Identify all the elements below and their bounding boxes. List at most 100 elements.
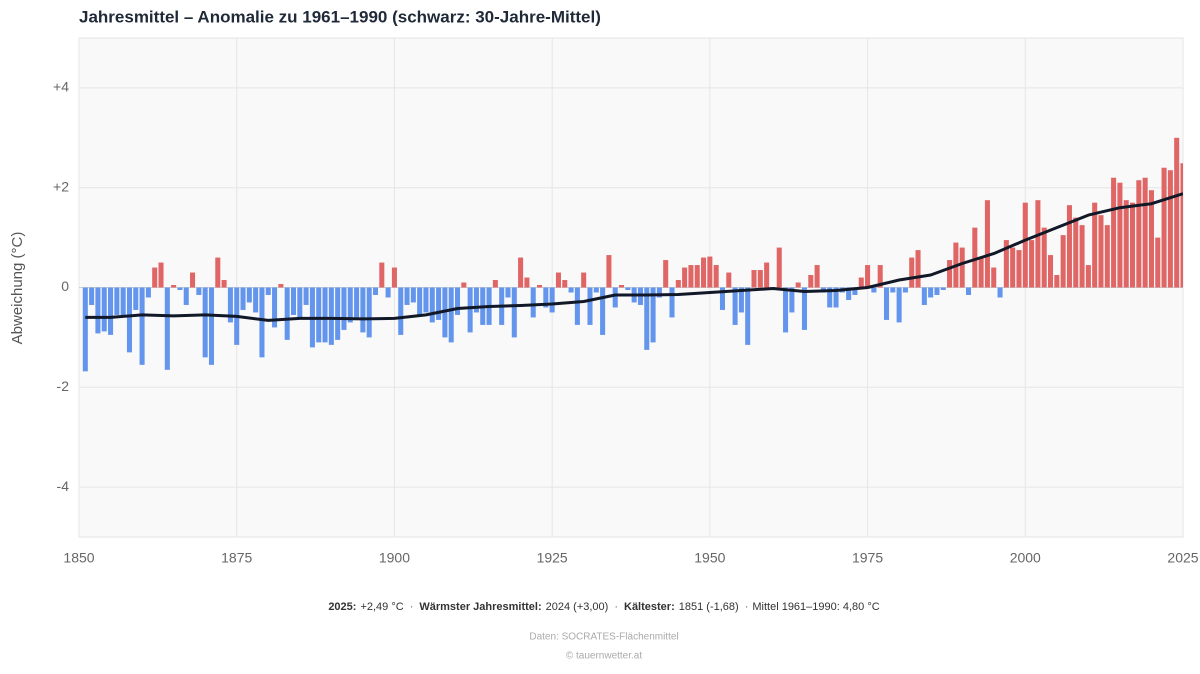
bar (278, 284, 284, 288)
bar (764, 262, 770, 288)
bar (890, 287, 896, 293)
x-tick-label: 2025 (1167, 550, 1198, 566)
bar (114, 287, 120, 315)
chart-title: Jahresmittel – Anomalie zu 1961–1990 (sc… (79, 7, 601, 26)
plot (82, 137, 1183, 372)
bar (518, 257, 524, 288)
footer-label: Wärmster Jahresmittel: (419, 601, 541, 613)
bar (682, 267, 688, 288)
bar (505, 287, 511, 298)
bar (164, 287, 170, 370)
bar (139, 287, 145, 365)
bar (95, 287, 101, 334)
bar (606, 255, 612, 288)
bar (379, 262, 385, 288)
bar (511, 287, 517, 338)
bar (227, 287, 233, 323)
bar (726, 272, 732, 288)
bar (404, 287, 410, 305)
x-tick-label: 1975 (852, 550, 883, 566)
bar (448, 287, 454, 343)
bar (372, 287, 379, 295)
separator: · (614, 601, 618, 613)
bar (108, 287, 114, 335)
y-axis-label: Abweichung (°C) (9, 232, 26, 345)
bar (1085, 265, 1091, 288)
x-tick-label: 1950 (694, 550, 725, 566)
bar (366, 287, 372, 338)
footer-label: Kältester: (624, 601, 675, 613)
bar (972, 227, 978, 288)
bar (1073, 217, 1079, 288)
bar (524, 277, 530, 288)
bar (795, 282, 801, 288)
bar (650, 287, 656, 343)
bar (341, 287, 347, 330)
bar (745, 287, 751, 345)
bar (1035, 200, 1041, 288)
bar (600, 287, 606, 335)
bar (1123, 200, 1129, 288)
bar (688, 265, 694, 288)
bar (1142, 177, 1148, 288)
bar (537, 285, 543, 288)
bar (581, 272, 587, 288)
x-tick-label: 1900 (379, 550, 410, 566)
bar (1010, 247, 1016, 288)
bar (789, 287, 795, 313)
footer-value: 2024 (+3,00) (546, 601, 609, 613)
bar (436, 287, 442, 320)
bar (555, 272, 561, 288)
bar (272, 287, 278, 328)
bar (417, 287, 423, 315)
bar (391, 267, 397, 288)
bar (290, 287, 297, 315)
bar (701, 257, 707, 288)
x-tick-label: 1875 (221, 550, 252, 566)
bar (461, 282, 467, 288)
bar (776, 247, 782, 288)
bar (1167, 170, 1173, 288)
bar (959, 247, 965, 288)
bar (619, 285, 625, 288)
bar (858, 277, 864, 288)
footer-label: 2025: (328, 601, 356, 613)
bar (1066, 205, 1072, 288)
bar (1174, 137, 1180, 288)
bar (915, 250, 921, 288)
bar (190, 272, 196, 288)
bar (1104, 225, 1110, 288)
bar (221, 280, 227, 288)
bar (644, 287, 650, 350)
bar (158, 262, 164, 288)
bar (663, 260, 669, 288)
bar (215, 257, 221, 288)
bar (303, 287, 309, 305)
x-tick-label: 1850 (63, 550, 94, 566)
footer-value: 1851 (-1,68) (679, 601, 739, 613)
bar (656, 287, 662, 298)
bar (183, 287, 189, 305)
bar (473, 287, 479, 313)
bar (909, 257, 915, 288)
bar (265, 287, 271, 295)
bar (694, 265, 700, 288)
bar (883, 287, 890, 320)
bar (1022, 202, 1028, 288)
bar (1130, 202, 1136, 288)
bar (549, 287, 555, 313)
bar (707, 256, 713, 288)
bar (492, 280, 498, 288)
bar (316, 287, 322, 343)
bar (984, 200, 990, 288)
bar (328, 287, 334, 345)
bar (133, 287, 139, 310)
bar (196, 287, 202, 295)
bar (1016, 250, 1022, 288)
bar (568, 287, 574, 293)
bar (965, 287, 972, 295)
x-tick-label: 1925 (537, 550, 568, 566)
bar (612, 287, 618, 308)
bar (454, 287, 461, 315)
bar (783, 287, 789, 333)
